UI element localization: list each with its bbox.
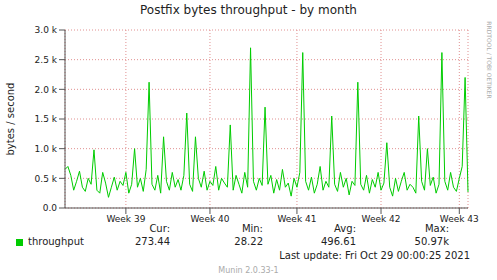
html-text:bytes / second: bytes / second	[4, 82, 16, 156]
svg-text:1.5 k: 1.5 k	[35, 114, 58, 124]
svg-text:2.5 k: 2.5 k	[35, 55, 58, 65]
html-text:throughput: throughput	[28, 236, 84, 247]
svg-text:0.5 k: 0.5 k	[35, 174, 58, 184]
svg-text:3.0 k: 3.0 k	[35, 25, 58, 35]
html-text:RRDTOOL / TOBI OETIKER: RRDTOOL / TOBI OETIKER	[485, 21, 493, 99]
html-text:Cur:: Cur:	[149, 223, 170, 234]
html-text:273.44: 273.44	[135, 236, 170, 247]
svg-text:2.0 k: 2.0 k	[35, 85, 58, 95]
svg-text:Week 41: Week 41	[277, 214, 316, 224]
html-text:Min:: Min:	[241, 223, 263, 234]
html-text:Postfix bytes throughput - by: Postfix bytes throughput - by month	[140, 3, 357, 17]
html-text:Last update: Fri Oct 29 00:00:: Last update: Fri Oct 29 00:00:25 2021	[279, 250, 470, 261]
svg-text:Week 42: Week 42	[362, 214, 401, 224]
svg-text:1.0 k: 1.0 k	[35, 144, 58, 154]
html-text:Avg:: Avg:	[334, 223, 356, 234]
html-text:28.22: 28.22	[234, 236, 263, 247]
svg-text:Week 39: Week 39	[106, 214, 145, 224]
svg-text:0.0: 0.0	[43, 203, 58, 213]
html-text:Munin 2.0.33-1: Munin 2.0.33-1	[218, 266, 279, 275]
html-text:Max:: Max:	[425, 223, 449, 234]
svg-text:Week 43: Week 43	[440, 214, 479, 224]
svg-text:Week 40: Week 40	[190, 214, 229, 224]
html-text:496.61: 496.61	[321, 236, 356, 247]
html-text:50.97k: 50.97k	[414, 236, 449, 247]
